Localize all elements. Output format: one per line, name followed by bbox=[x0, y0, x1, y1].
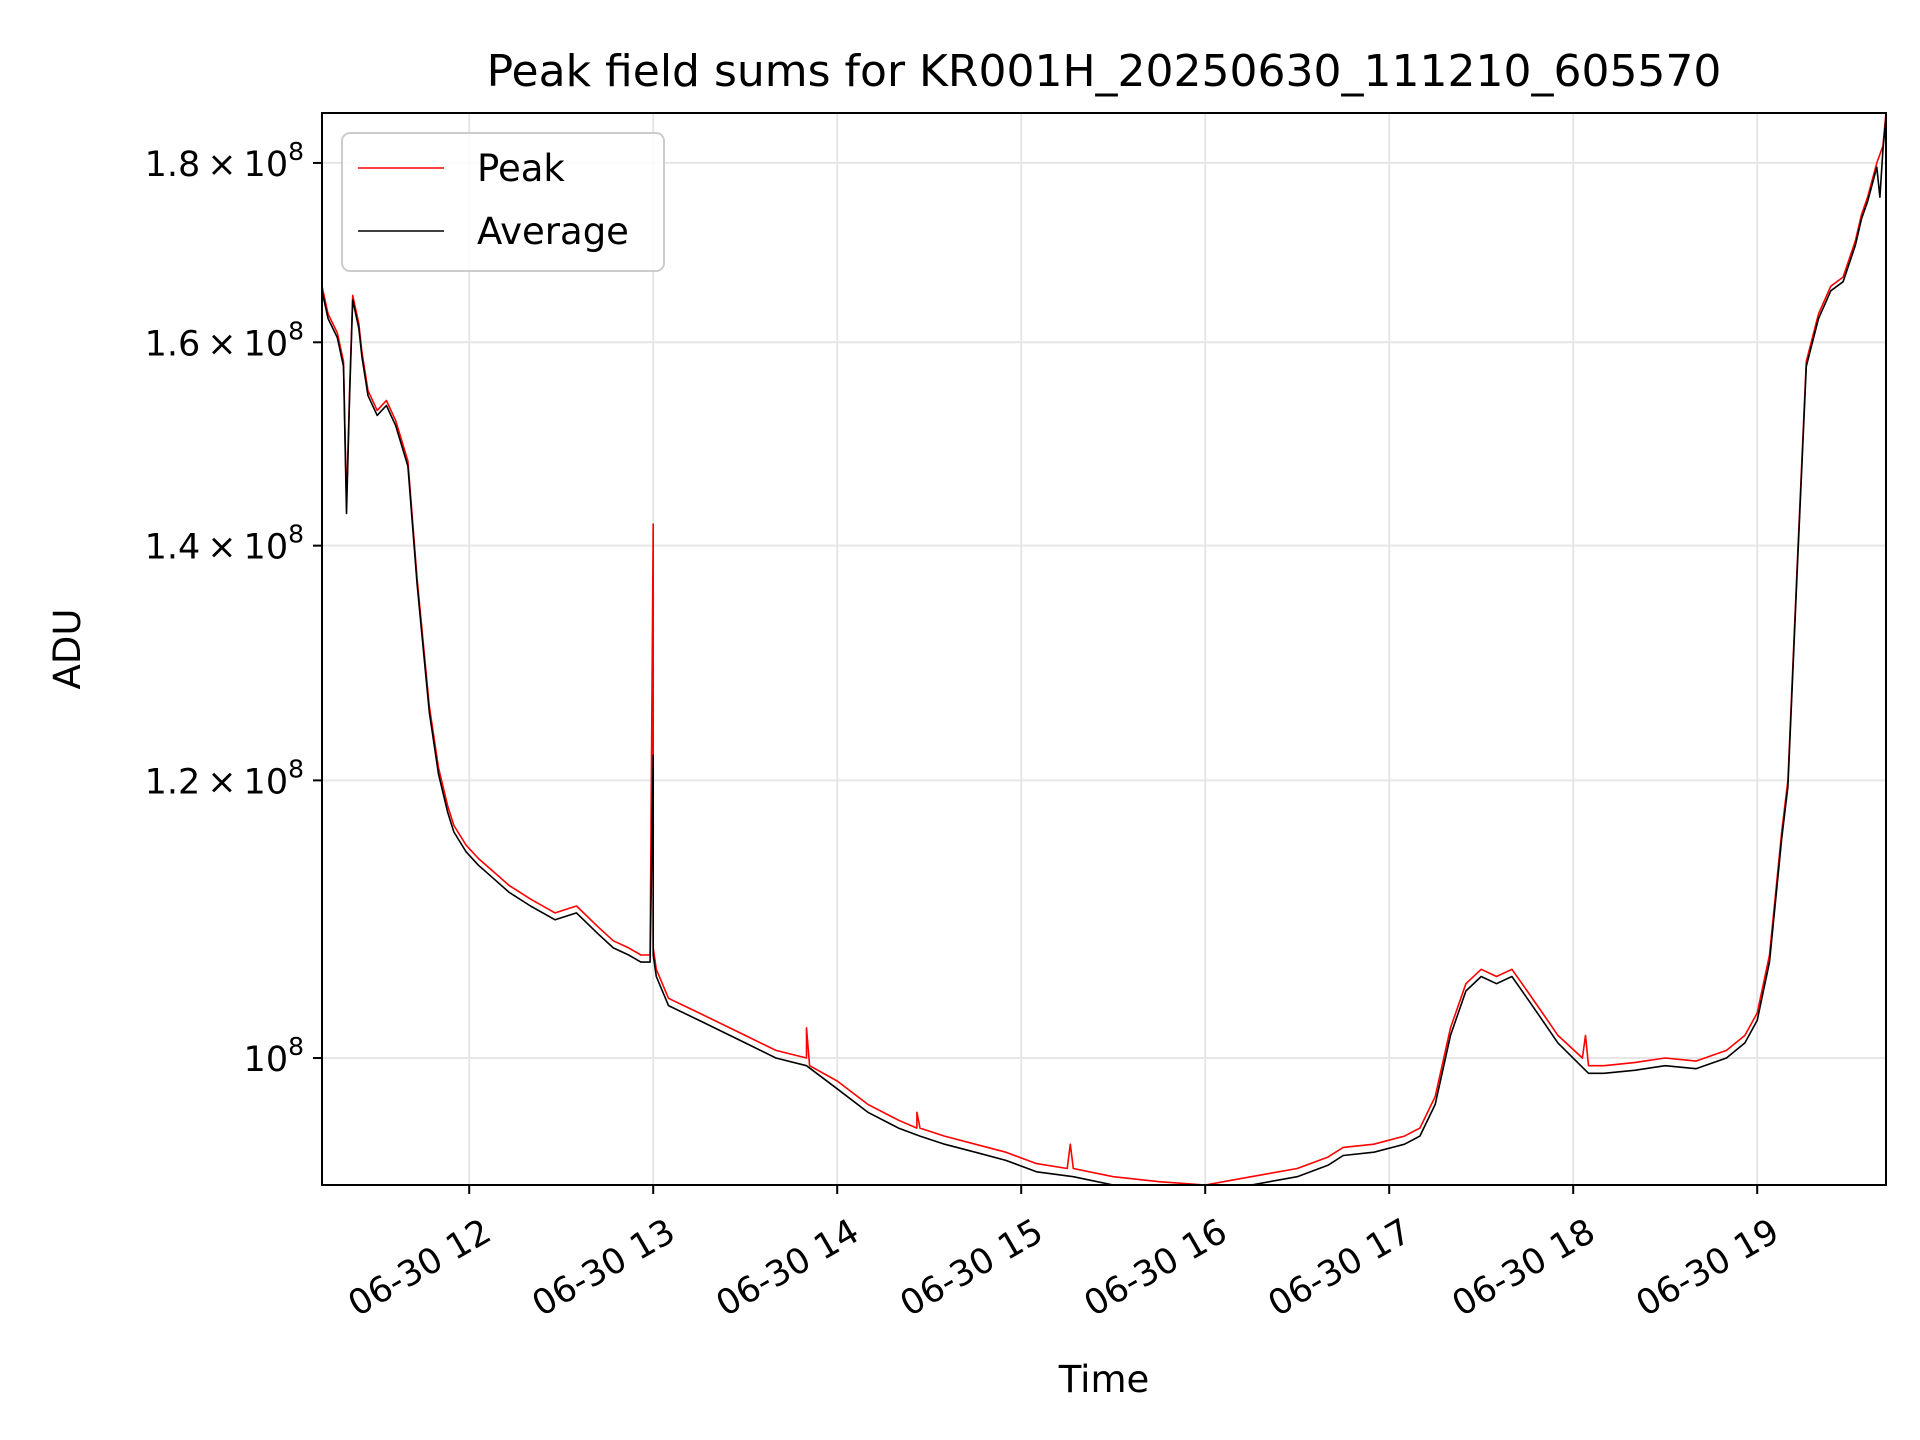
legend-label-peak: Peak bbox=[477, 147, 565, 190]
y-tick-label: 1.4 × 108 bbox=[145, 520, 304, 568]
series-lines bbox=[322, 113, 1886, 1185]
y-tick-label: 108 bbox=[244, 1032, 304, 1080]
series-line-peak bbox=[322, 113, 1886, 1185]
y-tick-label: 1.2 × 108 bbox=[145, 754, 304, 802]
y-axis: 108 1.2 × 108 1.4 × 108 1.6 × 108 1.8 × 108 bbox=[145, 137, 322, 1080]
legend-label-average: Average bbox=[477, 210, 629, 253]
plot-frame bbox=[321, 112, 1887, 1186]
x-axis-label: Time bbox=[1058, 1358, 1150, 1401]
plot-area bbox=[321, 112, 1887, 1186]
legend: Peak Average bbox=[341, 132, 665, 272]
y-axis-label: ADU bbox=[46, 609, 89, 690]
y-tick-label: 1.6 × 108 bbox=[145, 316, 304, 364]
y-tick-label: 1.8 × 108 bbox=[145, 137, 304, 185]
chart-title: Peak field sums for KR001H_20250630_1112… bbox=[487, 46, 1722, 97]
grid-lines bbox=[322, 113, 1886, 1185]
series-line-average bbox=[322, 117, 1886, 1185]
